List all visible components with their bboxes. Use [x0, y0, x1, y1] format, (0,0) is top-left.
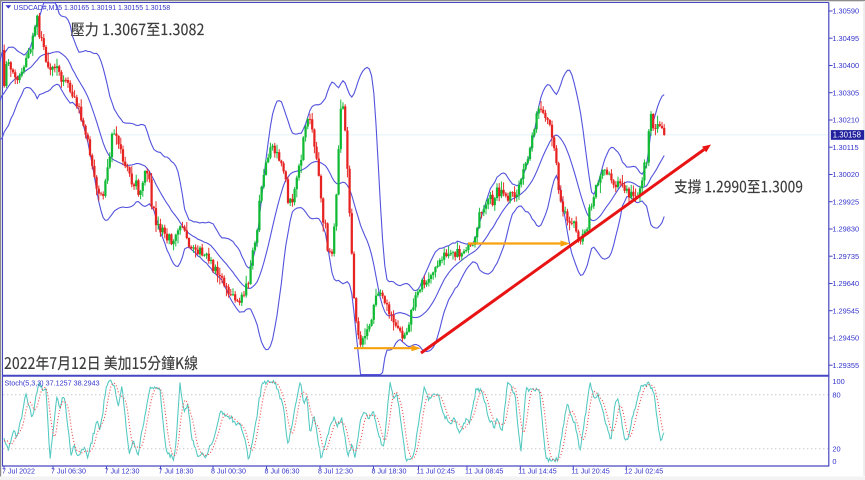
svg-text:1.29925: 1.29925 — [832, 197, 859, 206]
svg-text:1.30115: 1.30115 — [832, 143, 858, 152]
svg-text:1.29830: 1.29830 — [832, 225, 859, 234]
svg-text:8 Jul 00:30: 8 Jul 00:30 — [211, 468, 246, 476]
svg-text:1.29355: 1.29355 — [832, 361, 859, 370]
svg-text:8 Jul 06:30: 8 Jul 06:30 — [265, 468, 300, 476]
svg-text:1.29545: 1.29545 — [832, 306, 859, 315]
svg-text:1.30495: 1.30495 — [832, 34, 859, 43]
svg-text:7 Jul 12:30: 7 Jul 12:30 — [105, 468, 140, 476]
svg-text:0: 0 — [832, 457, 836, 466]
svg-text:1.29640: 1.29640 — [832, 279, 859, 288]
svg-text:8 Jul 12:30: 8 Jul 12:30 — [318, 468, 353, 476]
svg-text:7 Jul 2022: 7 Jul 2022 — [2, 468, 35, 476]
svg-text:1.29735: 1.29735 — [832, 252, 859, 261]
svg-text:1.30210: 1.30210 — [832, 116, 859, 125]
svg-text:8 Jul 18:30: 8 Jul 18:30 — [372, 468, 407, 476]
svg-text:1.30158: 1.30158 — [833, 131, 861, 140]
svg-text:20: 20 — [832, 445, 840, 454]
svg-text:11 Jul 08:45: 11 Jul 08:45 — [465, 468, 503, 476]
svg-text:1.30400: 1.30400 — [832, 61, 859, 70]
svg-text:11 Jul 20:45: 11 Jul 20:45 — [571, 468, 609, 476]
svg-text:11 Jul 14:45: 11 Jul 14:45 — [518, 468, 556, 476]
svg-text:1.30590: 1.30590 — [832, 7, 859, 16]
svg-text:1.30020: 1.30020 — [832, 170, 859, 179]
svg-text:7 Jul 18:30: 7 Jul 18:30 — [159, 468, 194, 476]
svg-text:100: 100 — [832, 377, 844, 386]
svg-text:11 Jul 02:45: 11 Jul 02:45 — [417, 468, 455, 476]
svg-text:Stoch(5,3,3) 37.1257 38.2943: Stoch(5,3,3) 37.1257 38.2943 — [5, 379, 100, 388]
svg-text:80: 80 — [832, 390, 840, 399]
svg-text:1.29450: 1.29450 — [832, 334, 859, 343]
svg-text:1.30305: 1.30305 — [832, 88, 859, 97]
svg-text:USDCAD#,M15 1.30165 1.30191 1: USDCAD#,M15 1.30165 1.30191 1.30155 1.30… — [14, 5, 171, 12]
svg-text:7 Jul 06:30: 7 Jul 06:30 — [51, 468, 86, 476]
svg-text:12 Jul 02:45: 12 Jul 02:45 — [624, 468, 663, 476]
